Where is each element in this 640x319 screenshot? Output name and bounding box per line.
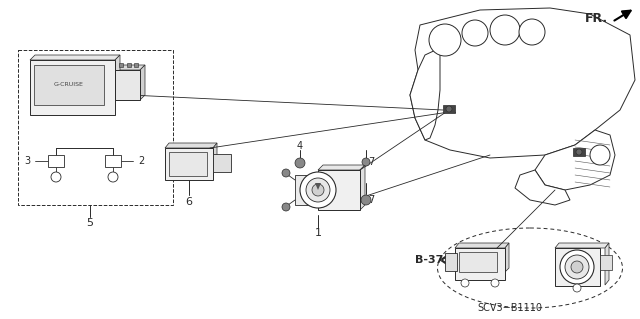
Circle shape <box>446 106 452 112</box>
Polygon shape <box>455 243 509 248</box>
Text: 5: 5 <box>86 218 93 228</box>
Bar <box>555 248 600 286</box>
Bar <box>318 170 360 210</box>
Circle shape <box>576 149 582 155</box>
Bar <box>30 60 115 115</box>
Text: B-37: B-37 <box>415 255 444 265</box>
Polygon shape <box>410 48 440 140</box>
Bar <box>134 63 138 67</box>
Polygon shape <box>213 143 217 173</box>
Polygon shape <box>30 55 120 60</box>
Bar <box>573 148 585 156</box>
Polygon shape <box>605 243 609 285</box>
Polygon shape <box>140 65 145 100</box>
Circle shape <box>491 279 499 287</box>
Polygon shape <box>115 65 145 70</box>
Circle shape <box>490 15 520 45</box>
Polygon shape <box>535 130 615 190</box>
Circle shape <box>300 172 336 208</box>
Bar <box>48 155 64 167</box>
Text: 2: 2 <box>138 156 144 166</box>
Text: G-CRUISE: G-CRUISE <box>54 83 84 87</box>
Text: 1: 1 <box>314 228 321 238</box>
Bar <box>115 70 140 100</box>
Bar <box>119 63 123 67</box>
Circle shape <box>312 184 324 196</box>
Text: 3: 3 <box>24 156 30 166</box>
Polygon shape <box>515 170 570 205</box>
Bar <box>165 148 213 180</box>
Bar <box>105 155 121 167</box>
Circle shape <box>361 195 371 205</box>
Circle shape <box>571 261 583 273</box>
Polygon shape <box>115 55 120 85</box>
Circle shape <box>461 279 469 287</box>
Bar <box>295 175 320 205</box>
Bar <box>213 154 231 172</box>
Bar <box>127 63 131 67</box>
Bar <box>34 65 104 105</box>
Circle shape <box>282 203 290 211</box>
Circle shape <box>573 284 581 292</box>
Circle shape <box>295 158 305 168</box>
Circle shape <box>429 24 461 56</box>
Bar <box>455 248 505 280</box>
Polygon shape <box>315 183 321 190</box>
Circle shape <box>51 172 61 182</box>
Bar <box>600 255 612 270</box>
Circle shape <box>362 158 370 166</box>
Ellipse shape <box>438 228 623 308</box>
Bar <box>445 253 457 271</box>
Polygon shape <box>505 243 509 272</box>
Polygon shape <box>410 8 635 158</box>
Circle shape <box>560 250 594 284</box>
Bar <box>18 50 173 205</box>
Circle shape <box>590 145 610 165</box>
Text: 6: 6 <box>186 197 193 207</box>
Bar <box>459 252 497 272</box>
Circle shape <box>519 19 545 45</box>
Circle shape <box>282 169 290 177</box>
Bar <box>169 152 207 176</box>
Circle shape <box>306 178 330 202</box>
Polygon shape <box>555 243 609 248</box>
Circle shape <box>565 255 589 279</box>
Text: SCV3−B1110: SCV3−B1110 <box>477 303 543 313</box>
Polygon shape <box>165 143 217 148</box>
Text: 7: 7 <box>368 195 374 205</box>
Polygon shape <box>318 165 365 170</box>
Polygon shape <box>360 165 365 210</box>
Text: 4: 4 <box>297 141 303 151</box>
Bar <box>443 105 455 113</box>
Circle shape <box>462 20 488 46</box>
Circle shape <box>108 172 118 182</box>
Text: FR.: FR. <box>584 11 607 25</box>
Polygon shape <box>440 256 448 264</box>
Text: 7: 7 <box>368 157 374 167</box>
